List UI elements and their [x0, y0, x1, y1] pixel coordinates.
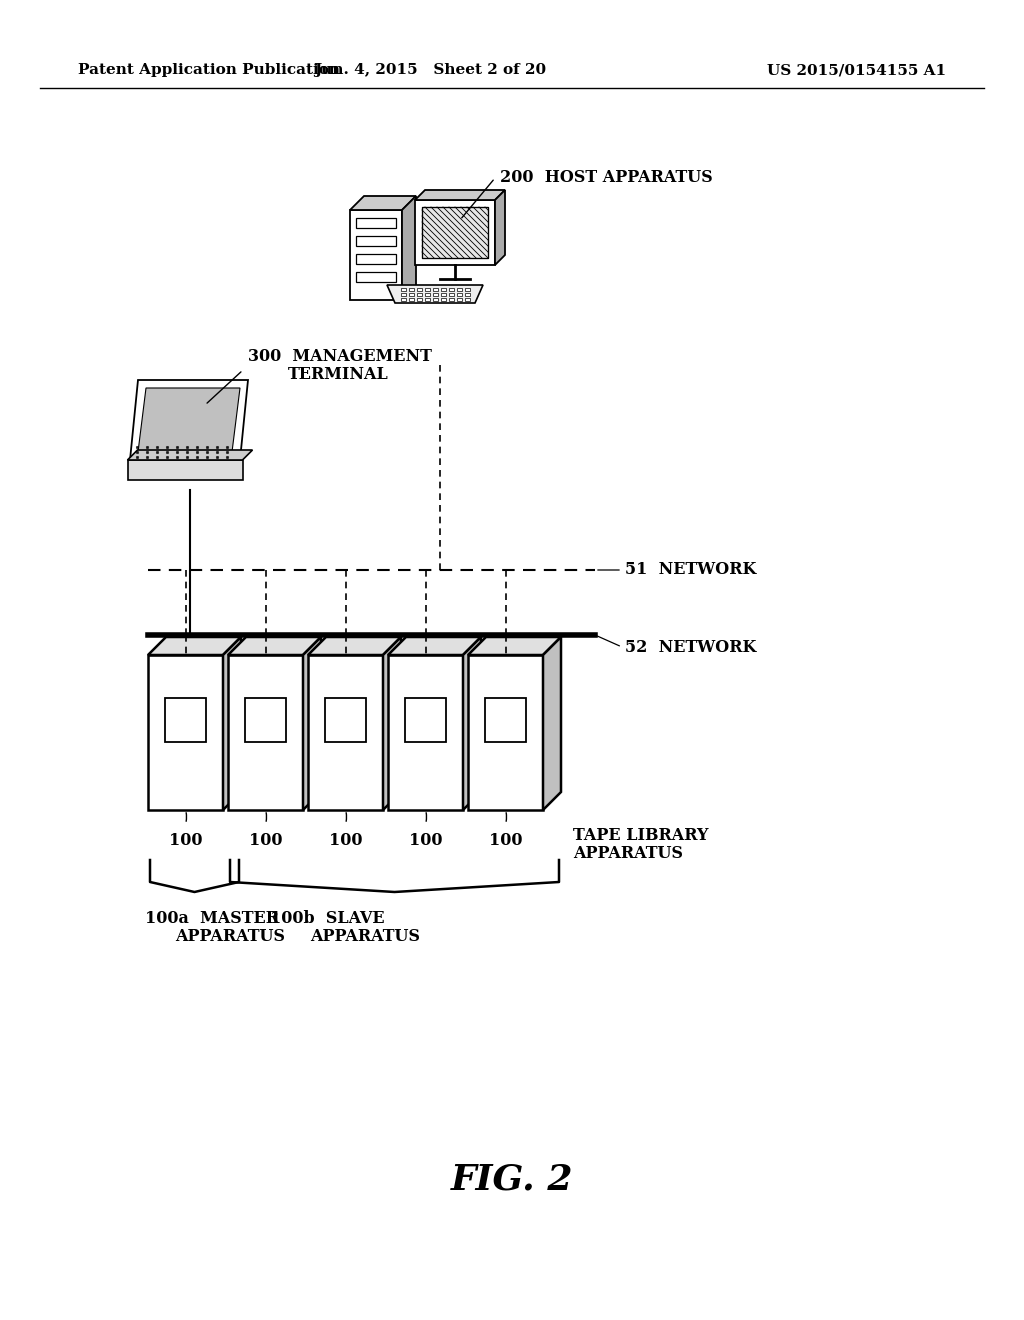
Text: APPARATUS: APPARATUS [310, 928, 420, 945]
Bar [433, 288, 438, 290]
Polygon shape [468, 638, 561, 655]
Bar [457, 288, 462, 290]
Polygon shape [308, 655, 383, 810]
Bar [441, 293, 446, 296]
Bar [404, 698, 445, 742]
Bar [465, 298, 470, 301]
Bar [422, 207, 488, 257]
Text: FIG. 2: FIG. 2 [451, 1163, 573, 1197]
Bar [417, 288, 422, 290]
Text: 100: 100 [409, 832, 442, 849]
Bar [401, 298, 406, 301]
Bar [465, 293, 470, 296]
Text: APPARATUS: APPARATUS [175, 928, 285, 945]
Polygon shape [148, 638, 241, 655]
Polygon shape [148, 655, 223, 810]
Text: 52  NETWORK: 52 NETWORK [625, 639, 757, 656]
Bar [409, 298, 414, 301]
Text: 51  NETWORK: 51 NETWORK [625, 561, 757, 578]
Polygon shape [402, 195, 416, 300]
Bar [401, 293, 406, 296]
Polygon shape [388, 638, 481, 655]
Text: 100: 100 [169, 832, 203, 849]
Polygon shape [308, 638, 401, 655]
Bar [449, 298, 454, 301]
Bar [356, 218, 396, 228]
Bar [449, 288, 454, 290]
Bar [417, 298, 422, 301]
Polygon shape [130, 380, 248, 459]
Polygon shape [422, 207, 488, 257]
Bar [457, 293, 462, 296]
Polygon shape [138, 388, 240, 451]
Text: US 2015/0154155 A1: US 2015/0154155 A1 [767, 63, 946, 77]
Polygon shape [303, 638, 321, 810]
Polygon shape [463, 638, 481, 810]
Bar [409, 293, 414, 296]
Bar [165, 698, 206, 742]
Text: 100b  SLAVE: 100b SLAVE [270, 909, 385, 927]
Bar [417, 293, 422, 296]
Text: TAPE LIBRARY: TAPE LIBRARY [573, 828, 709, 843]
Polygon shape [543, 638, 561, 810]
Text: 100a  MASTER: 100a MASTER [145, 909, 279, 927]
Polygon shape [388, 655, 463, 810]
Bar [457, 298, 462, 301]
Bar [425, 298, 430, 301]
Polygon shape [228, 638, 321, 655]
Bar [433, 298, 438, 301]
Polygon shape [415, 190, 505, 201]
Bar [441, 288, 446, 290]
Text: Patent Application Publication: Patent Application Publication [78, 63, 340, 77]
Text: APPARATUS: APPARATUS [573, 845, 683, 862]
Bar [409, 288, 414, 290]
Bar [356, 236, 396, 246]
Polygon shape [350, 195, 416, 210]
Polygon shape [468, 655, 543, 810]
Polygon shape [387, 285, 483, 304]
Text: 100: 100 [488, 832, 522, 849]
Bar [484, 698, 525, 742]
Polygon shape [383, 638, 401, 810]
Polygon shape [495, 190, 505, 265]
Bar [425, 293, 430, 296]
Text: 300  MANAGEMENT: 300 MANAGEMENT [248, 348, 432, 366]
Text: 200  HOST APPARATUS: 200 HOST APPARATUS [500, 169, 713, 186]
Bar [245, 698, 286, 742]
Polygon shape [223, 638, 241, 810]
Text: 100: 100 [329, 832, 362, 849]
Bar [441, 298, 446, 301]
Polygon shape [128, 459, 243, 480]
Polygon shape [228, 655, 303, 810]
Bar [425, 288, 430, 290]
Bar [433, 293, 438, 296]
Text: 100: 100 [249, 832, 283, 849]
Polygon shape [350, 210, 402, 300]
Bar [325, 698, 366, 742]
Text: TERMINAL: TERMINAL [288, 366, 389, 383]
Polygon shape [128, 450, 253, 459]
Polygon shape [415, 201, 495, 265]
Text: Jun. 4, 2015   Sheet 2 of 20: Jun. 4, 2015 Sheet 2 of 20 [314, 63, 546, 77]
Bar [465, 288, 470, 290]
Bar [356, 253, 396, 264]
Bar [401, 288, 406, 290]
Bar [356, 272, 396, 282]
Bar [449, 293, 454, 296]
